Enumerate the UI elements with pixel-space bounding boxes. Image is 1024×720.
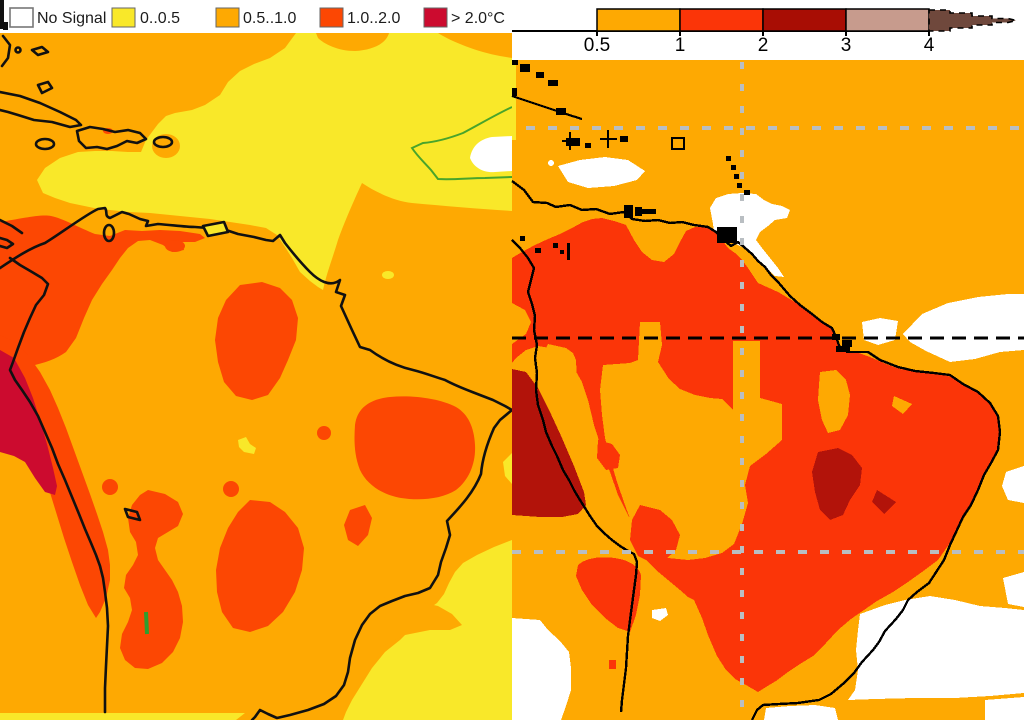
- svg-text:1.0..2.0: 1.0..2.0: [347, 10, 400, 27]
- svg-text:0.5: 0.5: [584, 35, 610, 56]
- svg-text:3: 3: [841, 35, 852, 56]
- svg-text:> 2.0°C: > 2.0°C: [451, 10, 505, 27]
- svg-text:0.5..1.0: 0.5..1.0: [243, 10, 296, 27]
- svg-text:4: 4: [924, 35, 935, 56]
- svg-text:No Signal: No Signal: [37, 10, 106, 27]
- svg-text:2: 2: [758, 35, 769, 56]
- svg-text:0..0.5: 0..0.5: [140, 10, 180, 27]
- svg-text:1: 1: [675, 35, 686, 56]
